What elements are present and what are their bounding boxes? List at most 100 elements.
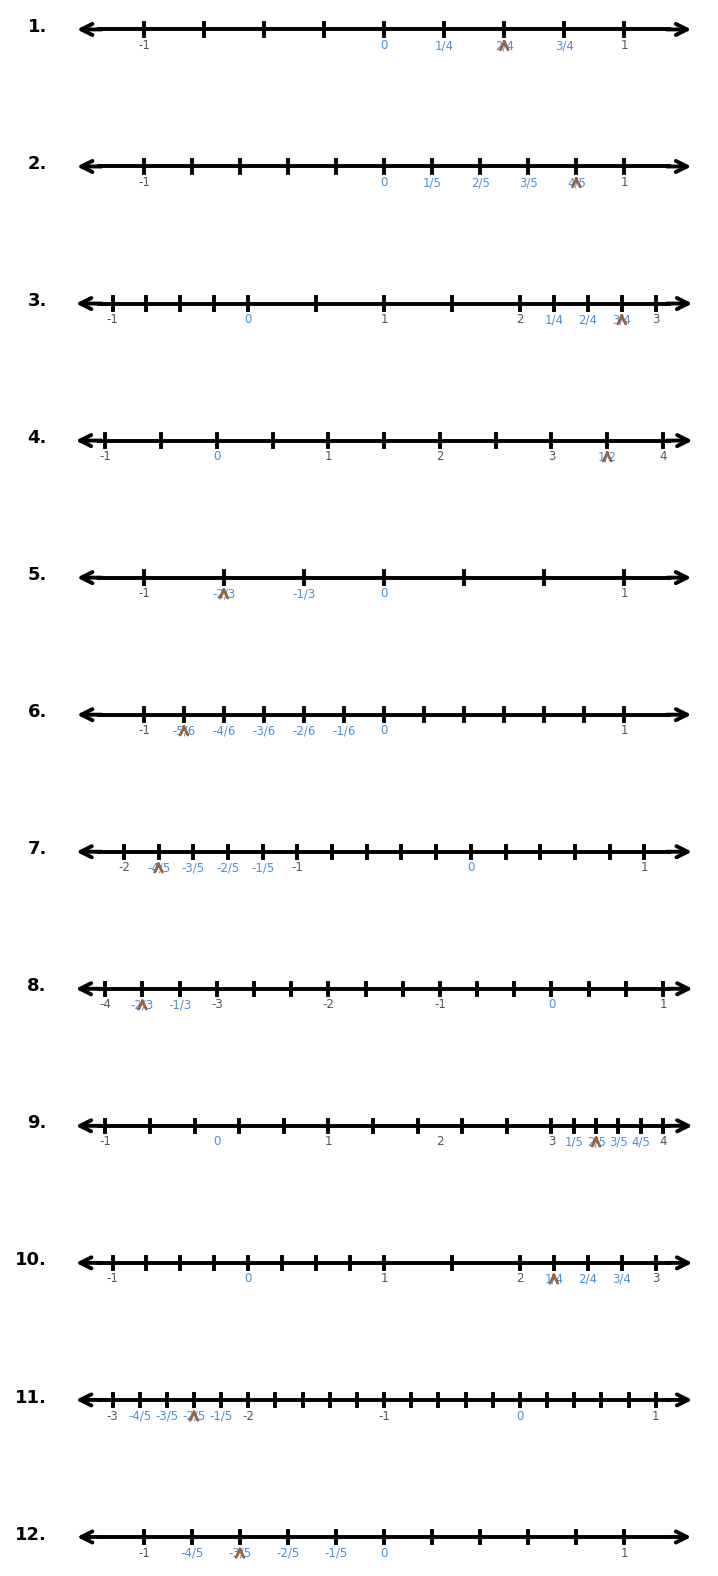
Text: 1: 1 bbox=[652, 1409, 659, 1423]
Text: -2/5: -2/5 bbox=[216, 862, 240, 875]
Text: 3: 3 bbox=[652, 1272, 659, 1286]
Text: -4/6: -4/6 bbox=[213, 725, 236, 738]
Text: 1: 1 bbox=[620, 588, 628, 600]
Text: 7.: 7. bbox=[27, 840, 47, 859]
Text: 1/4: 1/4 bbox=[544, 1272, 564, 1286]
Text: 8.: 8. bbox=[27, 977, 47, 996]
Text: 3/4: 3/4 bbox=[612, 314, 631, 326]
Text: 0: 0 bbox=[245, 314, 252, 326]
Text: 1: 1 bbox=[659, 998, 667, 1012]
Text: 0: 0 bbox=[213, 451, 220, 463]
Text: 2: 2 bbox=[516, 1272, 523, 1286]
Text: -1: -1 bbox=[138, 725, 150, 738]
Text: -4: -4 bbox=[99, 998, 111, 1012]
Text: -4/5: -4/5 bbox=[128, 1409, 151, 1423]
Text: 3/5: 3/5 bbox=[609, 1135, 628, 1149]
Text: 2: 2 bbox=[436, 451, 444, 463]
Text: 3: 3 bbox=[548, 1135, 555, 1149]
Text: -1: -1 bbox=[138, 588, 150, 600]
Text: 0: 0 bbox=[381, 39, 388, 52]
Text: 5.: 5. bbox=[27, 566, 47, 585]
Text: 6.: 6. bbox=[27, 703, 47, 722]
Text: 0: 0 bbox=[381, 177, 388, 189]
Text: 4: 4 bbox=[659, 451, 667, 463]
Text: 3: 3 bbox=[652, 314, 659, 326]
Text: -3: -3 bbox=[211, 998, 223, 1012]
Text: 4: 4 bbox=[659, 1135, 667, 1149]
Text: 1: 1 bbox=[640, 862, 648, 875]
Text: 4.: 4. bbox=[27, 429, 47, 448]
Text: -2/5: -2/5 bbox=[276, 1546, 299, 1560]
Text: -1/3: -1/3 bbox=[292, 588, 316, 600]
Text: -1/3: -1/3 bbox=[168, 998, 191, 1012]
Text: -1: -1 bbox=[99, 1135, 111, 1149]
Text: 2: 2 bbox=[516, 314, 523, 326]
Text: -3/5: -3/5 bbox=[182, 862, 205, 875]
Text: -1: -1 bbox=[292, 862, 303, 875]
Text: 11.: 11. bbox=[15, 1388, 47, 1406]
Text: -1: -1 bbox=[138, 177, 150, 189]
Text: 1/5: 1/5 bbox=[564, 1135, 583, 1149]
Text: 3/4: 3/4 bbox=[555, 39, 574, 52]
Text: 1.: 1. bbox=[27, 17, 47, 36]
Text: 2/5: 2/5 bbox=[587, 1135, 605, 1149]
Text: 1/2: 1/2 bbox=[597, 451, 617, 463]
Text: -4/5: -4/5 bbox=[147, 862, 170, 875]
Text: 1: 1 bbox=[620, 1546, 628, 1560]
Text: 2/5: 2/5 bbox=[471, 177, 490, 189]
Text: 1/4: 1/4 bbox=[544, 314, 564, 326]
Text: 1/4: 1/4 bbox=[434, 39, 454, 52]
Text: 10.: 10. bbox=[15, 1251, 47, 1270]
Text: 0: 0 bbox=[381, 725, 388, 738]
Text: -2: -2 bbox=[322, 998, 335, 1012]
Text: 0: 0 bbox=[213, 1135, 220, 1149]
Text: 2/4: 2/4 bbox=[578, 314, 597, 326]
Text: 0: 0 bbox=[516, 1409, 523, 1423]
Text: 1: 1 bbox=[381, 1272, 388, 1286]
Text: 4/5: 4/5 bbox=[567, 177, 586, 189]
Text: -1: -1 bbox=[138, 1546, 150, 1560]
Text: 1: 1 bbox=[381, 314, 388, 326]
Text: -3/6: -3/6 bbox=[253, 725, 276, 738]
Text: 3.: 3. bbox=[27, 292, 47, 310]
Text: -2: -2 bbox=[118, 862, 130, 875]
Text: 1: 1 bbox=[620, 39, 628, 52]
Text: 3: 3 bbox=[548, 451, 555, 463]
Text: 0: 0 bbox=[381, 1546, 388, 1560]
Text: -1/5: -1/5 bbox=[210, 1409, 233, 1423]
Text: -2/3: -2/3 bbox=[213, 588, 236, 600]
Text: 1: 1 bbox=[325, 1135, 332, 1149]
Text: 2.: 2. bbox=[27, 154, 47, 173]
Text: -1: -1 bbox=[434, 998, 446, 1012]
Text: 0: 0 bbox=[548, 998, 555, 1012]
Text: -1/5: -1/5 bbox=[251, 862, 274, 875]
Text: -1/5: -1/5 bbox=[325, 1546, 348, 1560]
Text: -1/6: -1/6 bbox=[332, 725, 355, 738]
Text: -1: -1 bbox=[138, 39, 150, 52]
Text: -1: -1 bbox=[99, 451, 111, 463]
Text: 2/4: 2/4 bbox=[578, 1272, 597, 1286]
Text: 1: 1 bbox=[620, 177, 628, 189]
Text: 9.: 9. bbox=[27, 1114, 47, 1133]
Text: -3: -3 bbox=[107, 1409, 118, 1423]
Text: -2: -2 bbox=[243, 1409, 254, 1423]
Text: 3/5: 3/5 bbox=[519, 177, 538, 189]
Text: -2/6: -2/6 bbox=[292, 725, 316, 738]
Text: -3/5: -3/5 bbox=[228, 1546, 251, 1560]
Text: 12.: 12. bbox=[15, 1526, 47, 1543]
Text: -2/3: -2/3 bbox=[131, 998, 154, 1012]
Text: 2/4: 2/4 bbox=[495, 39, 514, 52]
Text: 0: 0 bbox=[245, 1272, 252, 1286]
Text: -1: -1 bbox=[106, 1272, 118, 1286]
Text: 0: 0 bbox=[467, 862, 475, 875]
Text: 1: 1 bbox=[325, 451, 332, 463]
Text: 1/5: 1/5 bbox=[423, 177, 442, 189]
Text: -5/6: -5/6 bbox=[172, 725, 195, 738]
Text: -4/5: -4/5 bbox=[180, 1546, 203, 1560]
Text: 1: 1 bbox=[620, 725, 628, 738]
Text: 0: 0 bbox=[381, 588, 388, 600]
Text: 4/5: 4/5 bbox=[631, 1135, 650, 1149]
Text: -2/5: -2/5 bbox=[182, 1409, 205, 1423]
Text: 2: 2 bbox=[436, 1135, 444, 1149]
Text: 3/4: 3/4 bbox=[612, 1272, 631, 1286]
